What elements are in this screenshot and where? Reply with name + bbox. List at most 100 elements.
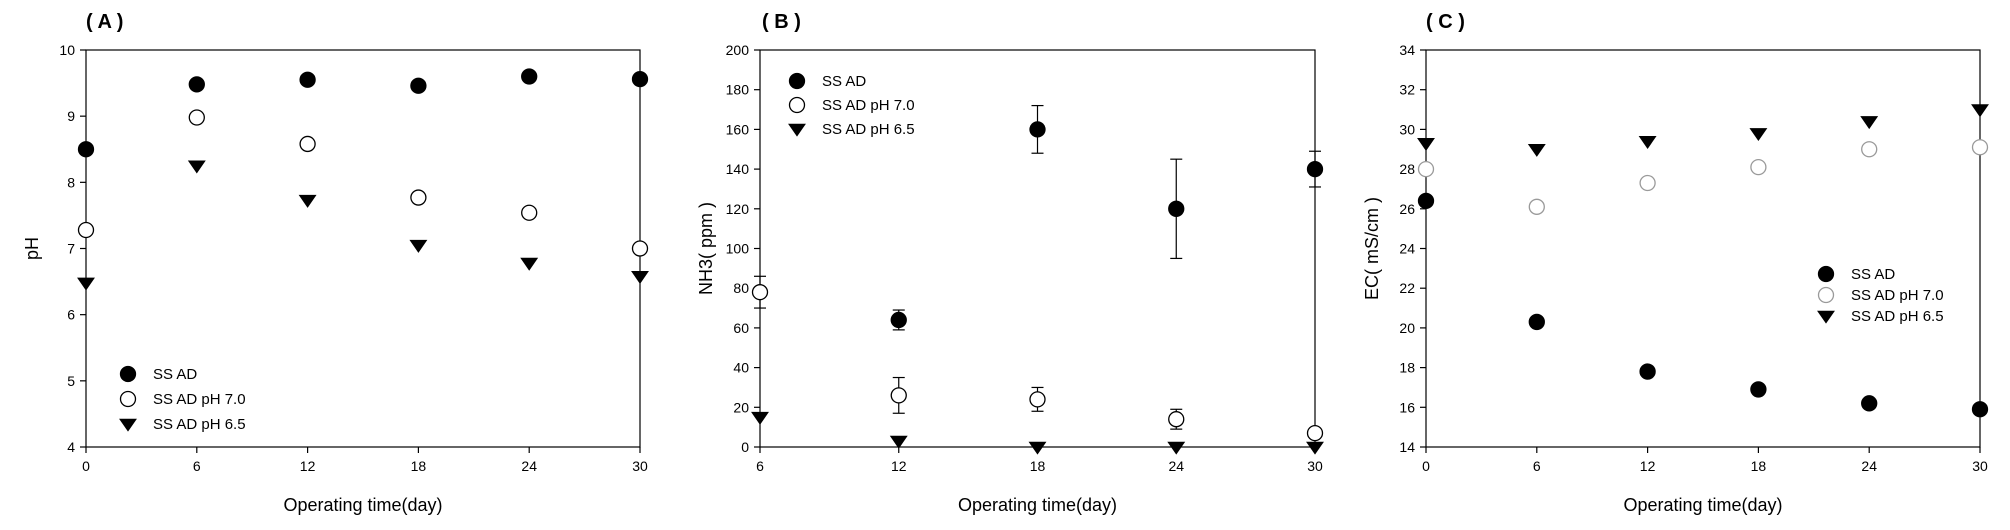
y-tick-label: 7 xyxy=(67,241,75,257)
data-point xyxy=(1417,137,1435,151)
y-tick-label: 20 xyxy=(733,399,749,415)
data-point xyxy=(188,76,205,93)
x-tick-label: 0 xyxy=(1422,458,1430,474)
legend-label: SS AD xyxy=(1851,266,1895,283)
data-point xyxy=(1029,121,1046,138)
legend-marker xyxy=(788,72,806,90)
legend-label: SS AD xyxy=(822,73,866,90)
y-tick-label: 100 xyxy=(726,241,750,257)
legend-marker xyxy=(1817,286,1835,304)
data-point xyxy=(299,135,316,153)
data-point xyxy=(890,311,907,329)
x-tick-label: 18 xyxy=(1751,458,1767,474)
x-axis-label: Operating time(day) xyxy=(958,495,1117,515)
legend-label: SS AD pH 7.0 xyxy=(153,391,246,408)
data-point xyxy=(1638,136,1657,149)
y-tick-label: 30 xyxy=(1399,121,1415,137)
data-point xyxy=(77,277,95,291)
legend-marker xyxy=(119,418,137,432)
y-tick-label: 160 xyxy=(726,121,750,137)
plot-frame xyxy=(85,49,641,448)
legend-marker xyxy=(1817,265,1835,283)
data-point xyxy=(1167,441,1186,455)
x-tick-label: 0 xyxy=(82,458,90,474)
y-tick-label: 6 xyxy=(67,307,75,323)
data-point xyxy=(521,68,538,85)
data-point xyxy=(631,270,649,284)
y-tick-label: 120 xyxy=(726,201,750,217)
legend-marker xyxy=(119,390,137,408)
legend-marker xyxy=(788,96,806,114)
data-point xyxy=(1750,158,1767,176)
panel-label: ( C ) xyxy=(1426,11,1465,33)
y-tick-label: 24 xyxy=(1399,241,1415,257)
y-axis-label: pH xyxy=(22,237,42,260)
x-tick-label: 6 xyxy=(1533,458,1541,474)
chart-panel-1: ( B ) 6 12 18 24 30 0 20 40 60 80 100 120 140 160 180 20… xyxy=(696,11,1324,515)
legend-label: SS AD xyxy=(153,366,197,383)
chart-panel-2: ( C ) 0 6 12 18 24 30 14 16 18 20 22 24 26 28 30 32 34 Ope… xyxy=(1362,11,1989,515)
x-tick-label: 6 xyxy=(756,458,764,474)
data-point xyxy=(298,194,317,208)
data-point xyxy=(751,411,769,425)
data-point xyxy=(77,221,95,239)
data-point xyxy=(1971,104,1989,118)
legend-marker xyxy=(119,365,137,383)
legend-label: SS AD pH 6.5 xyxy=(1851,308,1944,325)
legend-label: SS AD pH 6.5 xyxy=(153,416,246,433)
data-point xyxy=(77,141,95,158)
y-tick-label: 20 xyxy=(1399,320,1415,336)
data-point xyxy=(1749,128,1768,142)
y-tick-label: 22 xyxy=(1399,280,1415,296)
legend: SS AD SS AD pH 7.0 SS AD pH 6.5 xyxy=(119,365,246,433)
y-tick-label: 32 xyxy=(1399,82,1415,98)
data-point xyxy=(1861,141,1878,158)
legend-label: SS AD pH 7.0 xyxy=(1851,287,1944,304)
y-tick-label: 0 xyxy=(741,439,749,455)
data-point xyxy=(1029,391,1046,408)
x-tick-label: 18 xyxy=(411,458,427,474)
x-tick-label: 24 xyxy=(521,458,537,474)
y-tick-label: 26 xyxy=(1399,201,1415,217)
legend-label: SS AD pH 7.0 xyxy=(822,97,915,114)
y-tick-label: 140 xyxy=(726,161,750,177)
data-point xyxy=(1971,139,1989,156)
data-point xyxy=(1860,116,1879,130)
data-point xyxy=(410,189,427,206)
x-tick-label: 12 xyxy=(300,458,316,474)
y-tick-label: 4 xyxy=(67,439,75,455)
y-tick-label: 40 xyxy=(733,360,749,376)
data-point xyxy=(1527,143,1546,157)
y-tick-label: 14 xyxy=(1399,439,1415,455)
x-tick-label: 12 xyxy=(1640,458,1656,474)
data-point xyxy=(631,70,649,88)
data-point xyxy=(1528,313,1545,331)
data-point xyxy=(1750,381,1767,398)
data-point xyxy=(1306,160,1324,178)
legend-marker xyxy=(788,123,806,137)
x-tick-label: 18 xyxy=(1030,458,1046,474)
x-tick-label: 24 xyxy=(1861,458,1877,474)
y-tick-label: 80 xyxy=(733,280,749,296)
x-axis-label: Operating time(day) xyxy=(1623,495,1782,515)
data-point xyxy=(631,240,649,257)
data-point xyxy=(1306,424,1324,442)
data-point xyxy=(187,160,206,174)
data-point xyxy=(1028,441,1047,455)
y-tick-label: 60 xyxy=(733,320,749,336)
x-tick-label: 30 xyxy=(1307,458,1323,474)
data-point xyxy=(521,204,538,221)
data-point xyxy=(1639,363,1656,380)
panel-label: ( A ) xyxy=(86,11,123,33)
y-tick-label: 16 xyxy=(1399,399,1415,415)
data-point xyxy=(889,435,908,449)
plot-frame xyxy=(1425,49,1981,448)
data-point xyxy=(1417,192,1435,210)
chart-panel-0: ( A ) 0 6 12 18 24 30 4 5 6 7 8 9 10 Operating time(da… xyxy=(22,11,649,515)
x-tick-label: 30 xyxy=(1972,458,1988,474)
y-tick-label: 9 xyxy=(67,108,75,124)
y-tick-label: 18 xyxy=(1399,360,1415,376)
y-tick-label: 34 xyxy=(1399,42,1415,58)
data-point xyxy=(299,71,316,88)
